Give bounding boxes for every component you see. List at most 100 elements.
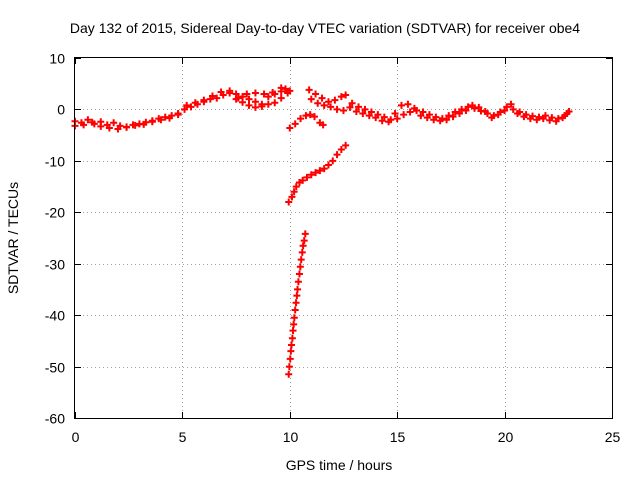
data-point (324, 98, 332, 106)
y-tick-label: -40 (45, 308, 65, 324)
data-point (539, 115, 547, 123)
data-point (243, 90, 251, 98)
data-point (297, 256, 305, 264)
data-point (419, 108, 427, 116)
data-point (552, 117, 560, 125)
data-point (320, 101, 328, 109)
data-point (319, 121, 327, 129)
data-point (299, 176, 307, 184)
data-point (114, 125, 122, 133)
data-point (501, 106, 509, 114)
data-point (88, 118, 96, 126)
data-point (148, 118, 156, 126)
data-point (287, 347, 295, 355)
data-point (289, 327, 297, 335)
data-point (509, 105, 517, 113)
data-point (324, 161, 332, 169)
data-point (294, 278, 302, 286)
x-tick-label: 15 (390, 429, 406, 445)
data-point (513, 110, 521, 118)
data-point (314, 99, 322, 107)
data-point (312, 90, 320, 98)
data-point (97, 122, 105, 130)
data-point (342, 91, 350, 99)
data-point (264, 93, 272, 101)
data-point (293, 292, 301, 300)
data-point (559, 114, 567, 122)
data-point (352, 107, 360, 115)
data-point (131, 121, 139, 129)
data-point (494, 111, 502, 119)
data-point (481, 107, 489, 115)
x-tick-label: 20 (498, 429, 514, 445)
data-point (331, 96, 339, 104)
data-point (264, 100, 272, 108)
data-point (290, 320, 298, 328)
data-point (292, 299, 300, 307)
data-point (245, 95, 253, 103)
data-point (445, 112, 453, 120)
data-point (84, 116, 92, 124)
data-point (286, 355, 294, 363)
data-point (251, 89, 259, 97)
x-tick-label: 25 (605, 429, 621, 445)
data-point (291, 120, 299, 128)
x-tick-label: 5 (179, 429, 187, 445)
x-tick-label: 0 (72, 429, 80, 445)
data-point (288, 193, 296, 201)
data-point (385, 118, 393, 126)
data-point (380, 113, 388, 121)
data-point (410, 104, 418, 112)
data-point (300, 237, 308, 245)
data-point (563, 110, 571, 118)
data-point (320, 165, 328, 173)
data-point (312, 169, 320, 177)
data-point (468, 101, 476, 109)
data-point (333, 151, 341, 159)
data-point (277, 84, 285, 92)
data-point (342, 141, 350, 149)
data-point (166, 114, 174, 122)
data-point (404, 100, 412, 108)
data-point (307, 95, 315, 103)
data-point (298, 248, 306, 256)
data-point (251, 103, 259, 111)
data-point (269, 88, 277, 96)
y-tick-label: -60 (45, 411, 65, 427)
data-point (307, 171, 315, 179)
data-point (417, 112, 425, 120)
data-point (337, 146, 345, 154)
data-point (288, 334, 296, 342)
data-point (333, 105, 341, 113)
data-point (327, 103, 335, 111)
data-point (239, 98, 247, 106)
data-point (271, 99, 279, 107)
data-point (436, 117, 444, 125)
data-point (365, 112, 373, 120)
data-point (367, 108, 375, 116)
data-point (503, 103, 511, 111)
data-point (299, 242, 307, 250)
data-point (406, 108, 414, 116)
data-point (359, 110, 367, 118)
data-point (372, 114, 380, 122)
data-point (282, 85, 290, 93)
data-point (200, 96, 208, 104)
data-point (318, 94, 326, 102)
data-point (258, 102, 266, 110)
data-point (337, 93, 345, 101)
data-point (520, 113, 528, 121)
data-point (305, 86, 313, 94)
y-tick-label: -10 (45, 154, 65, 170)
data-point (302, 112, 310, 120)
data-point (191, 99, 199, 107)
data-point (157, 116, 165, 124)
data-point (288, 341, 296, 349)
data-point (340, 106, 347, 114)
data-point (291, 306, 299, 314)
data-point (290, 188, 298, 196)
data-point (123, 123, 131, 131)
data-point (294, 285, 302, 293)
data-point (306, 111, 314, 119)
